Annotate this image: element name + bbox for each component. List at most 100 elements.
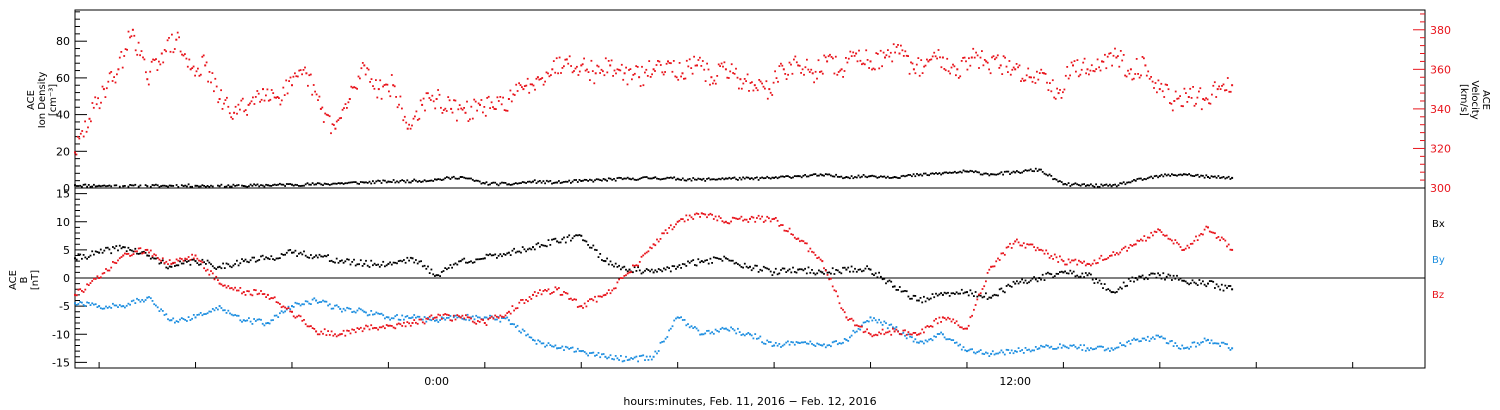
bz-point — [165, 260, 168, 263]
bz-point — [649, 246, 651, 249]
density-point — [907, 174, 910, 176]
velocity-point — [197, 67, 199, 70]
bz-point — [1012, 242, 1015, 245]
velocity-point — [1112, 54, 1115, 57]
bz-point — [931, 325, 934, 328]
velocity-point — [946, 57, 949, 60]
velocity-point — [539, 78, 542, 80]
bx-point — [551, 238, 553, 241]
bx-point — [637, 266, 639, 269]
velocity-point — [785, 78, 788, 80]
density-point — [1079, 184, 1082, 187]
velocity-point — [557, 72, 559, 75]
density-point — [676, 177, 679, 180]
bz-point — [370, 324, 373, 327]
density-point — [258, 185, 261, 188]
bx-point — [334, 261, 336, 264]
by-point — [359, 308, 362, 311]
bz-point — [1062, 260, 1065, 263]
velocity-point — [577, 74, 580, 76]
bz-point — [248, 290, 250, 293]
bz-point — [673, 226, 676, 228]
density-point — [1169, 175, 1172, 177]
density-point — [489, 183, 491, 186]
velocity-point — [1115, 56, 1118, 59]
by-point — [769, 341, 772, 343]
bx-point — [232, 264, 235, 267]
density-point — [256, 183, 259, 186]
by-point — [1083, 344, 1085, 347]
density-point — [1231, 176, 1234, 179]
bz-point — [265, 296, 267, 298]
density-point — [926, 174, 929, 176]
density-point — [411, 180, 414, 182]
density-point — [454, 177, 457, 180]
bz-point — [291, 310, 293, 313]
density-point — [1181, 174, 1184, 177]
velocity-point — [983, 59, 986, 61]
density-point — [346, 182, 348, 185]
density-point — [127, 185, 130, 188]
bz-point — [917, 333, 920, 336]
velocity-point — [604, 57, 607, 60]
bz-point — [850, 317, 853, 320]
by-point — [559, 347, 562, 349]
density-point — [656, 177, 658, 180]
bz-point — [785, 230, 788, 232]
bx-point — [523, 248, 526, 251]
bz-point — [1174, 239, 1177, 241]
bx-point — [153, 257, 156, 260]
bz-point — [266, 293, 269, 296]
density-point — [387, 180, 390, 183]
bx-point — [785, 271, 788, 273]
bz-point — [997, 257, 999, 260]
bz-point — [284, 306, 286, 309]
by-point — [545, 344, 548, 347]
bz-point — [847, 319, 850, 321]
velocity-point — [366, 67, 369, 70]
density-point — [396, 180, 398, 183]
bx-point — [344, 260, 347, 263]
by-point — [633, 356, 636, 359]
bx-point — [1155, 276, 1158, 279]
density-point — [781, 175, 784, 178]
velocity-point — [654, 70, 656, 72]
bz-point — [564, 292, 567, 294]
bx-point — [1100, 282, 1103, 285]
by-point — [301, 303, 304, 306]
by-point — [1105, 348, 1108, 351]
by-point — [663, 340, 665, 343]
by-point — [1164, 337, 1166, 340]
velocity-point — [1153, 87, 1155, 89]
bx-point — [766, 267, 769, 270]
density-point — [501, 181, 503, 184]
density-point — [354, 181, 357, 183]
bz-point — [881, 328, 884, 331]
bz-point — [945, 318, 948, 321]
density-point — [886, 175, 889, 178]
bz-point — [668, 227, 670, 229]
by-point — [273, 314, 276, 317]
velocity-point — [979, 56, 982, 59]
by-point — [745, 333, 748, 335]
bz-point — [599, 295, 602, 298]
by-point — [805, 342, 808, 345]
by-point — [1134, 338, 1137, 341]
density-point — [592, 180, 595, 183]
bz-point — [823, 267, 825, 270]
density-point — [1191, 175, 1194, 177]
velocity-point — [1205, 97, 1207, 100]
bz-point — [89, 282, 92, 284]
density-point — [373, 182, 376, 185]
bx-point — [826, 271, 829, 274]
velocity-point — [91, 102, 94, 104]
by-point — [795, 341, 798, 343]
velocity-point — [626, 83, 629, 86]
bz-point — [985, 280, 987, 283]
bx-point — [84, 256, 87, 259]
bz-point — [892, 327, 894, 330]
velocity-point — [382, 85, 384, 88]
velocity-point — [720, 62, 723, 65]
bx-point — [241, 258, 243, 260]
density-point — [244, 185, 247, 188]
